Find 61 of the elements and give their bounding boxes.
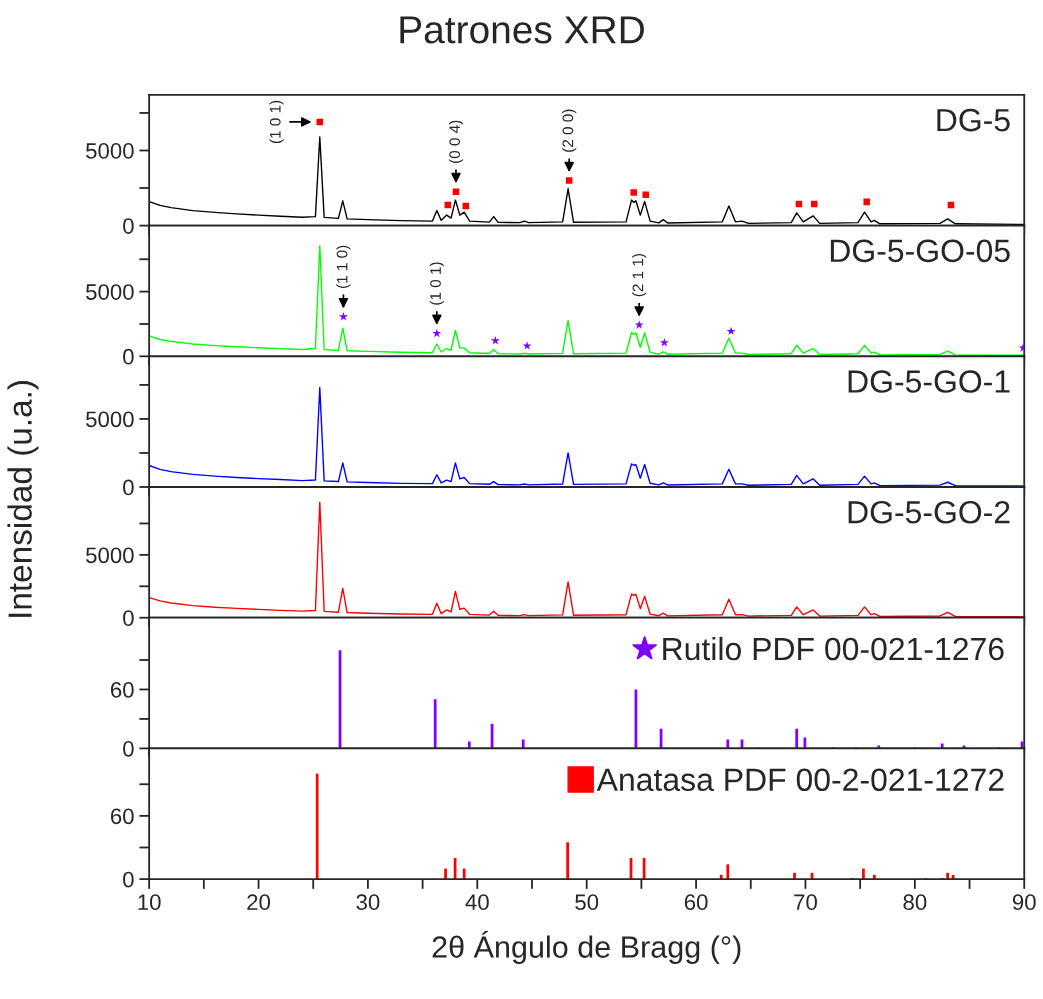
text: DG-5-GO-05 — [830, 239, 1010, 263]
x-tick-label: 10 — [138, 894, 161, 911]
bar — [467, 741, 471, 749]
y-tick-label: 0 — [123, 610, 134, 626]
y-tick-label: 0 — [123, 479, 134, 496]
y-tick-label: 0 — [123, 218, 134, 234]
y-tick-label: 5000 — [86, 547, 134, 564]
x-tick-label: 30 — [356, 894, 380, 911]
point — [338, 312, 348, 321]
x-tick-label: 70 — [794, 894, 817, 911]
point — [659, 338, 669, 347]
bar — [877, 745, 881, 749]
x-tick-label: 90 — [1012, 894, 1036, 911]
x-axis-title: 2θ Ángulo de Bragg (°) — [432, 931, 741, 964]
x-tick-label: 80 — [903, 894, 927, 911]
point — [452, 188, 460, 195]
point — [522, 341, 532, 350]
x-tick-label: 20 — [247, 894, 271, 911]
point — [642, 191, 650, 199]
point — [726, 326, 736, 336]
annotation: (0 0 4) — [448, 120, 464, 163]
x-tick-label: 50 — [575, 894, 599, 911]
text: DG-5-GO-2 — [848, 500, 1010, 524]
point — [634, 320, 644, 329]
bar — [726, 739, 730, 749]
annotation: (1 0 1) — [269, 100, 284, 144]
chart-title: Patrones XRD — [400, 16, 644, 44]
point — [863, 198, 870, 206]
bar — [315, 773, 319, 880]
y-tick-label: 5000 — [86, 143, 134, 159]
annotation: (1 0 1) — [429, 262, 444, 305]
bar — [726, 864, 730, 880]
point — [630, 189, 637, 196]
x-tick-label: 40 — [465, 894, 489, 911]
point — [565, 177, 573, 184]
bar — [444, 868, 447, 880]
y-tick-label: 0 — [123, 740, 134, 757]
y-tick-label: 60 — [110, 808, 134, 825]
legend-label: Anatasa PDF 00-2-021-1272 — [596, 768, 1004, 792]
bar — [433, 699, 437, 749]
y-tick-label: 60 — [110, 681, 134, 698]
y-tick-label: 0 — [123, 348, 134, 365]
annotation: (1 1 0) — [336, 245, 351, 288]
bar — [862, 868, 865, 880]
annotation: (2 1 1) — [632, 254, 647, 297]
x-tick-label: 60 — [684, 894, 708, 911]
legend-label: Rutilo PDF 00-021-1276 — [663, 636, 1004, 661]
point — [490, 335, 500, 345]
bar — [566, 842, 570, 880]
bar — [795, 728, 799, 749]
text: DG-5-GO-1 — [848, 370, 1010, 393]
annotation: (2 0 0) — [562, 109, 577, 152]
text: DG-5 — [937, 108, 1010, 132]
y-tick-label: 5000 — [86, 411, 134, 428]
y-axis-title: Intensidad (u.a.) — [7, 381, 39, 617]
point — [432, 328, 442, 338]
y-tick-label: 5000 — [86, 284, 134, 300]
bar — [521, 739, 525, 749]
bar — [940, 743, 944, 749]
bar — [462, 868, 466, 880]
y-tick-label: 0 — [123, 871, 134, 888]
